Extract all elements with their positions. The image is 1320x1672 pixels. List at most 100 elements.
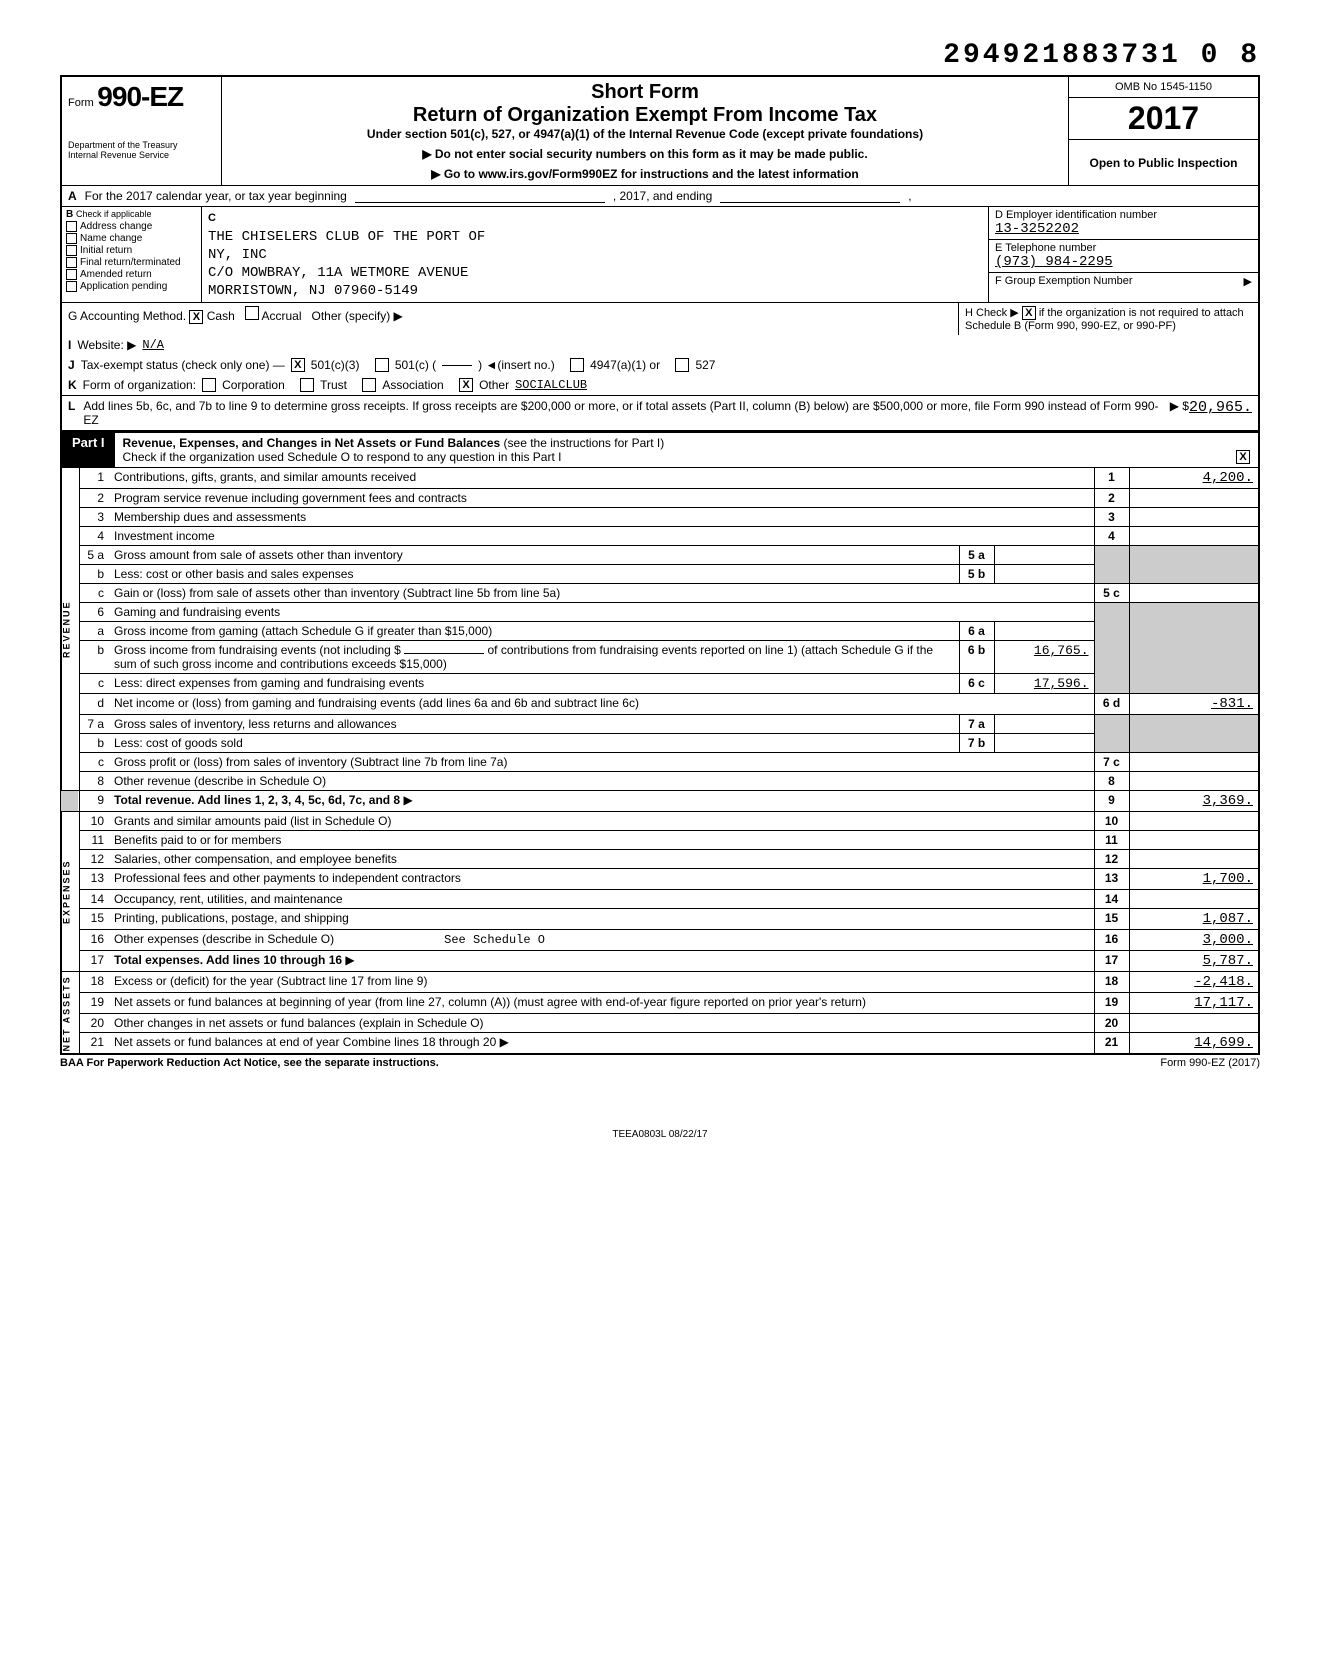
l6-shade	[1094, 603, 1129, 694]
501c-no[interactable]	[442, 365, 472, 366]
section-bc: B Check if applicable Address change Nam…	[60, 206, 1260, 302]
l7-shade2	[1129, 715, 1259, 753]
l5a-ref: 5 a	[959, 546, 994, 565]
l11-num: 11	[79, 831, 109, 850]
col-b: B Check if applicable Address change Nam…	[62, 207, 202, 302]
l4-amt	[1129, 527, 1259, 546]
chk-4947[interactable]	[570, 358, 584, 372]
form-number: 990-EZ	[97, 81, 183, 112]
l1-desc: Contributions, gifts, grants, and simila…	[109, 468, 1094, 489]
l17-ref: 17	[1094, 951, 1129, 972]
chk-h[interactable]: X	[1022, 306, 1036, 320]
header-right: OMB No 1545-1150 2017 Open to Public Ins…	[1068, 77, 1258, 185]
tax-year: 2017	[1069, 98, 1258, 140]
l6a-amt	[994, 622, 1094, 641]
e-label: E Telephone number	[995, 242, 1252, 254]
l7c-amt	[1129, 753, 1259, 772]
chk-trust[interactable]	[300, 378, 314, 392]
chk-other[interactable]: X	[459, 378, 473, 392]
l13-desc: Professional fees and other payments to …	[109, 869, 1094, 890]
l7b-num: b	[79, 734, 109, 753]
chk-final[interactable]: Final return/terminated	[66, 257, 197, 268]
header-left: Form 990-EZ Department of the Treasury I…	[62, 77, 222, 185]
l9-amt: 3,369.	[1129, 791, 1259, 812]
l6a-desc: Gross income from gaming (attach Schedul…	[109, 622, 959, 641]
l16-desc: Other expenses (describe in Schedule O) …	[109, 930, 1094, 951]
k-text: Form of organization:	[83, 378, 196, 392]
l17-desc: Total expenses. Add lines 10 through 16 …	[109, 951, 1094, 972]
l5a-num: 5 a	[79, 546, 109, 565]
l10-num: 10	[79, 812, 109, 831]
l14-amt	[1129, 890, 1259, 909]
chk-527[interactable]	[675, 358, 689, 372]
l6a-num: a	[79, 622, 109, 641]
l21-num: 21	[79, 1033, 109, 1055]
footer-baa: BAA For Paperwork Reduction Act Notice, …	[60, 1057, 439, 1069]
l6b-ref: 6 b	[959, 641, 994, 674]
l12-amt	[1129, 850, 1259, 869]
cell-d: D Employer identification number 13-3252…	[989, 207, 1258, 240]
l6b-desc: Gross income from fundraising events (no…	[109, 641, 959, 674]
row-h: H Check ▶ X if the organization is not r…	[958, 303, 1258, 335]
l21-desc: Net assets or fund balances at end of ye…	[109, 1033, 1094, 1055]
col-de: D Employer identification number 13-3252…	[988, 207, 1258, 302]
row-l: L Add lines 5b, 6c, and 7b to line 9 to …	[60, 395, 1260, 432]
l9-num: 9	[79, 791, 109, 812]
chk-name[interactable]: Name change	[66, 233, 197, 244]
chk-schedule-o[interactable]: X	[1236, 450, 1250, 464]
l1-amt: 4,200.	[1129, 468, 1259, 489]
l8-desc: Other revenue (describe in Schedule O)	[109, 772, 1094, 791]
cell-e: E Telephone number (973) 984-2295	[989, 240, 1258, 273]
col-b-heading: Check if applicable	[76, 209, 152, 219]
return-title: Return of Organization Exempt From Incom…	[230, 104, 1060, 127]
blank-end[interactable]	[720, 189, 900, 203]
open-public: Open to Public Inspection	[1069, 140, 1258, 185]
l15-ref: 15	[1094, 909, 1129, 930]
l19-amt: 17,117.	[1129, 993, 1259, 1014]
chk-501c3[interactable]: X	[291, 358, 305, 372]
chk-amended[interactable]: Amended return	[66, 269, 197, 280]
l14-desc: Occupancy, rent, utilities, and maintena…	[109, 890, 1094, 909]
l6c-desc: Less: direct expenses from gaming and fu…	[109, 674, 959, 694]
chk-501c[interactable]	[375, 358, 389, 372]
l3-amt	[1129, 508, 1259, 527]
j-text: Tax-exempt status (check only one) —	[81, 358, 285, 372]
l7b-ref: 7 b	[959, 734, 994, 753]
l5b-num: b	[79, 565, 109, 584]
chk-accrual[interactable]	[245, 306, 259, 320]
opt-other-k: Other	[479, 378, 509, 392]
l5b-desc: Less: cost or other basis and sales expe…	[109, 565, 959, 584]
f-label: F Group Exemption Number	[995, 275, 1133, 287]
gross-receipts: 20,965.	[1189, 399, 1252, 427]
side-net: NET ASSETS	[61, 972, 79, 1055]
l7b-amt	[994, 734, 1094, 753]
l18-desc: Excess or (deficit) for the year (Subtra…	[109, 972, 1094, 993]
l19-num: 19	[79, 993, 109, 1014]
label-k: K	[68, 378, 77, 392]
label-b: B	[66, 209, 73, 220]
l6b-num: b	[79, 641, 109, 674]
chk-pending[interactable]: Application pending	[66, 281, 197, 292]
chk-address[interactable]: Address change	[66, 221, 197, 232]
under-section: Under section 501(c), 527, or 4947(a)(1)…	[230, 127, 1060, 141]
chk-initial[interactable]: Initial return	[66, 245, 197, 256]
col-c: C THE CHISELERS CLUB OF THE PORT OF NY, …	[202, 207, 988, 302]
l7a-desc: Gross sales of inventory, less returns a…	[109, 715, 959, 734]
l7-shade	[1094, 715, 1129, 753]
org-addr-2: MORRISTOWN, NJ 07960-5149	[208, 283, 418, 299]
opt-4947: 4947(a)(1) or	[590, 358, 660, 372]
opt-trust: Trust	[320, 378, 347, 392]
part1-label: Part I	[62, 432, 115, 467]
l6d-desc: Net income or (loss) from gaming and fun…	[109, 694, 1094, 715]
form-header: Form 990-EZ Department of the Treasury I…	[60, 75, 1260, 185]
l19-ref: 19	[1094, 993, 1129, 1014]
l11-ref: 11	[1094, 831, 1129, 850]
l10-desc: Grants and similar amounts paid (list in…	[109, 812, 1094, 831]
l12-desc: Salaries, other compensation, and employ…	[109, 850, 1094, 869]
blank-begin[interactable]	[355, 189, 605, 203]
chk-cash[interactable]: X	[189, 310, 203, 324]
l16-num: 16	[79, 930, 109, 951]
chk-assoc[interactable]	[362, 378, 376, 392]
chk-corp[interactable]	[202, 378, 216, 392]
l-text: Add lines 5b, 6c, and 7b to line 9 to de…	[83, 399, 1169, 427]
